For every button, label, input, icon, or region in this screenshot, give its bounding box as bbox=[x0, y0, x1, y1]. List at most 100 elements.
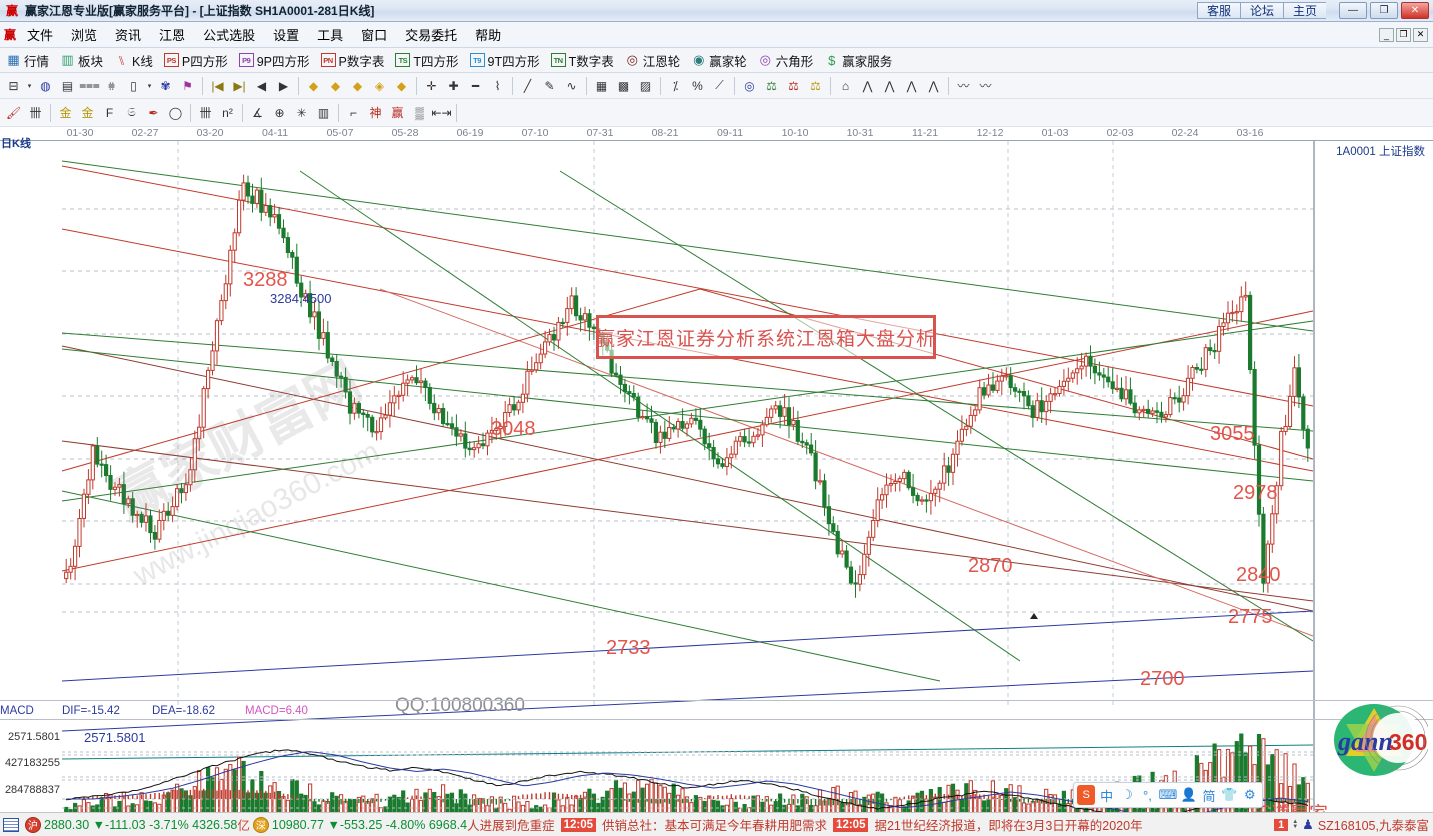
grid-a-icon[interactable]: ▦ bbox=[595, 78, 608, 93]
last-page-icon[interactable]: ▶| bbox=[233, 78, 246, 93]
fib-time-icon[interactable]: F bbox=[105, 105, 114, 120]
gann-fan-icon[interactable]: ✾ bbox=[160, 78, 171, 93]
ying-icon[interactable]: 赢 bbox=[391, 106, 404, 120]
punctuation-icon[interactable]: °, bbox=[1143, 787, 1152, 803]
fib-fan-icon[interactable]: ⟋ bbox=[715, 78, 724, 92]
shift-left-icon[interactable]: ◆ bbox=[308, 78, 319, 93]
keyboard-icon[interactable]: ⌨ bbox=[1158, 787, 1178, 802]
menu-item-window[interactable]: 窗口 bbox=[361, 28, 388, 43]
gold-ratio-b-icon[interactable]: 金 bbox=[81, 106, 94, 120]
zigzag-b-icon[interactable]: ⋀ bbox=[884, 78, 895, 93]
menu-item-file[interactable]: 文件 bbox=[27, 28, 54, 43]
tab-service[interactable]: $ 赢家服务 bbox=[820, 50, 899, 71]
curve-icon[interactable]: ∿ bbox=[566, 78, 577, 93]
status-grid-icon[interactable] bbox=[3, 817, 19, 832]
menu-item-news[interactable]: 资讯 bbox=[115, 28, 142, 43]
chart-canvas[interactable] bbox=[0, 141, 1433, 812]
brush-icon[interactable]: 🖌 bbox=[5, 105, 22, 120]
chinese-mode-icon[interactable]: 中 bbox=[1100, 788, 1114, 804]
shift-right-icon[interactable]: ◆ bbox=[330, 78, 341, 93]
multi-chart-3-icon[interactable]: ⩶ bbox=[79, 78, 100, 92]
pen-tool-icon[interactable]: ✒ bbox=[148, 105, 159, 120]
zigzag-c-icon[interactable]: ⋀ bbox=[906, 78, 917, 93]
tab-hexagon[interactable]: ◎ 六角形 bbox=[754, 50, 821, 71]
ladder-icon[interactable]: ▒ bbox=[415, 105, 424, 120]
next-icon[interactable]: ▶ bbox=[278, 78, 289, 93]
dropdown-caret-1[interactable]: ▾ bbox=[27, 82, 32, 90]
percent-tool-icon[interactable]: ⁒ bbox=[672, 78, 679, 93]
simplified-icon[interactable]: 简 bbox=[1202, 788, 1216, 804]
minus-scale-icon[interactable]: ━ bbox=[471, 78, 480, 93]
tab-t9-box[interactable]: T9 9T四方形 bbox=[466, 50, 547, 71]
save-layout-icon[interactable]: ⊟ bbox=[8, 78, 19, 93]
menu-item-formula[interactable]: 公式选股 bbox=[203, 28, 256, 43]
menu-item-help[interactable]: 帮助 bbox=[475, 28, 502, 43]
percent-icon[interactable]: % bbox=[692, 78, 703, 93]
menu-item-trade[interactable]: 交易委托 bbox=[405, 28, 458, 43]
news-page-indicator[interactable]: 1 bbox=[1274, 818, 1289, 831]
starburst-icon[interactable]: ✳ bbox=[296, 105, 307, 120]
square-n2-icon[interactable]: n² bbox=[222, 105, 233, 120]
homepage-button[interactable]: 主页 bbox=[1282, 2, 1326, 19]
zoom-both-icon[interactable]: ◈ bbox=[374, 78, 385, 93]
close-button[interactable]: ✕ bbox=[1401, 2, 1429, 19]
dropdown-caret-2[interactable]: ▾ bbox=[147, 82, 152, 90]
report-icon[interactable]: ▤ bbox=[61, 78, 74, 93]
status-stock-code[interactable]: SZ168105,九泰泰富 bbox=[1317, 819, 1429, 833]
menu-item-browse[interactable]: 浏览 bbox=[71, 28, 98, 43]
tab-p9-box[interactable]: P9 9P四方形 bbox=[235, 50, 317, 71]
magnet-icon[interactable]: ⌇ bbox=[494, 78, 501, 93]
scale-green-icon[interactable]: ⚖ bbox=[766, 78, 777, 93]
menu-item-tools[interactable]: 工具 bbox=[317, 28, 344, 43]
minimize-button[interactable]: — bbox=[1339, 2, 1367, 19]
single-candle-icon[interactable]: ▯ bbox=[130, 78, 137, 93]
plus-scale-icon[interactable]: ✚ bbox=[448, 78, 459, 93]
trendline-icon[interactable]: ╱ bbox=[523, 78, 532, 93]
prev-icon[interactable]: ◀ bbox=[256, 78, 267, 93]
grid-lines-icon[interactable]: 卌 bbox=[199, 106, 212, 120]
menu-item-settings[interactable]: 设置 bbox=[273, 28, 300, 43]
flag-icon[interactable]: ⚑ bbox=[182, 78, 193, 93]
tab-candlestick[interactable]: ⑊ K线 bbox=[110, 50, 160, 71]
customer-service-button[interactable]: 客服 bbox=[1196, 2, 1240, 19]
wave2-icon[interactable]: 〰 bbox=[979, 79, 992, 93]
shen-icon[interactable]: 神 bbox=[369, 106, 382, 120]
user-icon[interactable]: 👤 bbox=[1180, 787, 1197, 802]
moon-icon[interactable]: ☽ bbox=[1121, 787, 1133, 802]
scale-red-icon[interactable]: ⚖ bbox=[788, 78, 799, 93]
angle-tool-icon[interactable]: ∡ bbox=[252, 105, 263, 120]
target-icon[interactable]: ⊕ bbox=[274, 105, 285, 120]
settings-gear-icon[interactable]: ⚙ bbox=[1243, 787, 1256, 802]
tab-ps-box[interactable]: PS P四方形 bbox=[160, 50, 235, 71]
spiral-icon[interactable]: 𝔖 bbox=[127, 105, 136, 119]
news-text-1[interactable]: 供销总社：基本可满足今年春耕用肥需求 bbox=[602, 819, 828, 833]
arrows-icon[interactable]: ⇤⇥ bbox=[431, 105, 452, 120]
gann-grid-icon[interactable]: 卌 bbox=[29, 106, 42, 120]
tick-tool-icon[interactable]: ⌐ bbox=[349, 105, 357, 120]
zigzag-d-icon[interactable]: ⋀ bbox=[928, 78, 939, 93]
circle-tool-icon[interactable]: ◯ bbox=[168, 105, 183, 120]
tab-blocks[interactable]: ▥ 板块 bbox=[56, 50, 110, 71]
scale-gold-icon[interactable]: ⚖ bbox=[810, 78, 821, 93]
frame-icon[interactable]: ▥ bbox=[317, 105, 330, 120]
chart-area[interactable]: 01-30 02-27 03-20 04-11 05-07 05-28 06-19 07-10… bbox=[0, 127, 1433, 825]
skin-icon[interactable]: 👕 bbox=[1221, 787, 1238, 802]
zoom-horiz-icon[interactable]: ◆ bbox=[352, 78, 363, 93]
wave-icon[interactable]: 〰 bbox=[957, 79, 970, 93]
cross-hair-icon[interactable]: ✛ bbox=[426, 78, 437, 93]
mdi-close-button[interactable]: ✕ bbox=[1413, 27, 1428, 42]
first-page-icon[interactable]: |◀ bbox=[211, 78, 224, 93]
gold-ratio-a-icon[interactable]: 金 bbox=[59, 106, 72, 120]
grid-c-icon[interactable]: ▨ bbox=[639, 78, 652, 93]
menu-item-gann[interactable]: 江恩 bbox=[159, 28, 186, 43]
mdi-restore-button[interactable]: ❐ bbox=[1396, 27, 1411, 42]
news-spinner-icon[interactable]: ▲ ▼ bbox=[1292, 818, 1299, 830]
tab-winner-wheel[interactable]: ◉ 赢家轮 bbox=[687, 50, 754, 71]
zigzag-a-icon[interactable]: ⋀ bbox=[862, 78, 873, 93]
bar-tool-icon[interactable]: ⌂ bbox=[841, 78, 850, 93]
maximize-button[interactable]: ❐ bbox=[1370, 2, 1398, 19]
tab-gann-wheel[interactable]: ◎ 江恩轮 bbox=[621, 50, 688, 71]
zoom-extra-icon[interactable]: ◆ bbox=[396, 78, 407, 93]
news-text-0[interactable]: 人进展到危重症 bbox=[467, 819, 555, 833]
globe-tool-icon[interactable]: ◎ bbox=[744, 78, 755, 93]
